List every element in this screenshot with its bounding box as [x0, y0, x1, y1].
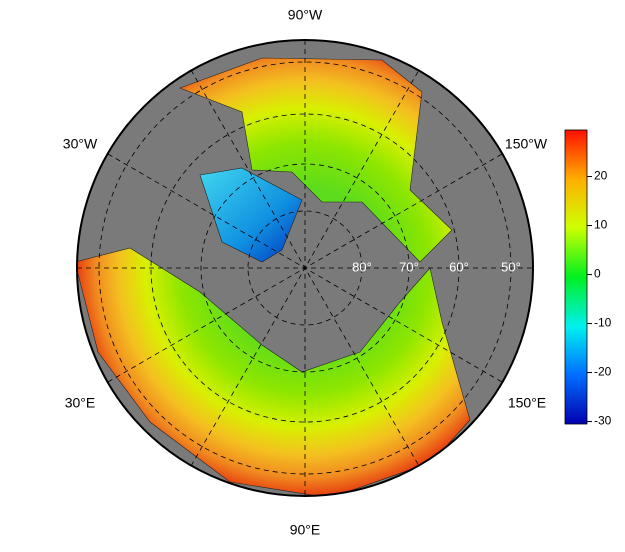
eurasia — [77, 247, 471, 496]
colorbar-tick-label: -20 — [594, 365, 612, 379]
parallel — [200, 163, 410, 373]
greenland — [199, 167, 303, 263]
longitude-label: 90°W — [288, 7, 323, 23]
map-border — [76, 39, 534, 497]
latitude-label: 50° — [501, 259, 521, 274]
latitude-label: 60° — [449, 259, 469, 274]
latitude-label: 80° — [352, 259, 372, 274]
parallel — [247, 210, 363, 326]
longitude-label: 90°E — [290, 522, 321, 538]
colorbar-tick-label: 20 — [594, 169, 608, 183]
latitude-label: 70° — [399, 259, 419, 274]
colorbar-tick-label: -30 — [594, 414, 612, 428]
colorbar-tick-label: -10 — [594, 316, 612, 330]
colorbar-tick-label: 0 — [594, 267, 601, 281]
longitude-label: 30°W — [63, 136, 98, 152]
colorbar — [564, 129, 588, 425]
colorbar-tick-label: 10 — [594, 218, 608, 232]
longitude-label: 30°E — [65, 395, 96, 411]
graticule — [77, 40, 533, 496]
north-america — [179, 57, 453, 263]
longitude-label: 150°W — [505, 136, 548, 152]
longitude-label: 150°E — [508, 395, 546, 411]
